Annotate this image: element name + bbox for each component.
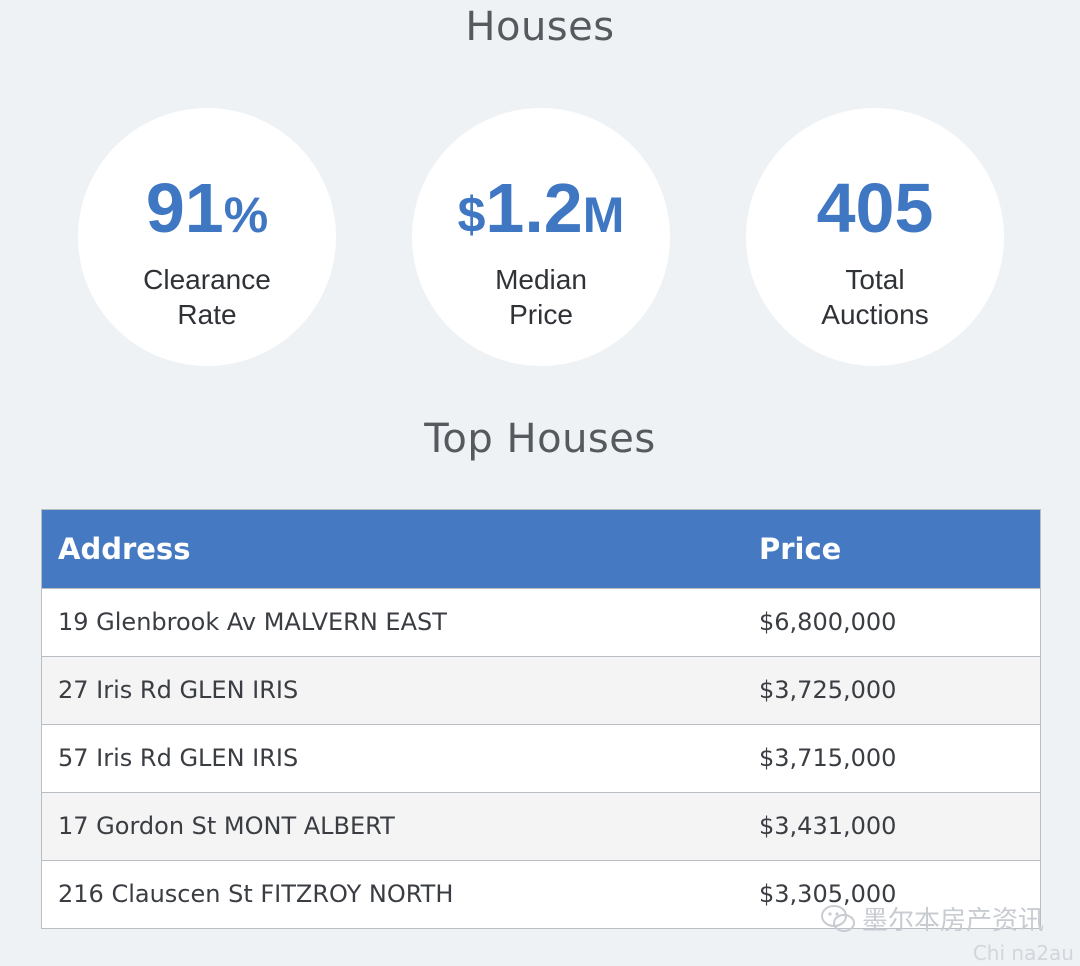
median-price-stat: $1.2M Median Price (412, 108, 670, 366)
price-cell: $3,715,000 (759, 744, 897, 772)
median-price-number: 1.2 (485, 169, 583, 247)
top-houses-title: Top Houses (424, 416, 656, 462)
total-auctions-stat: 405 Total Auctions (746, 108, 1004, 366)
total-auctions-value: 405 (746, 170, 1004, 246)
clearance-rate-stat: 91% Clearance Rate (78, 108, 336, 366)
price-cell: $6,800,000 (759, 608, 897, 636)
total-auctions-label: Total Auctions (746, 262, 1004, 332)
price-cell: $3,305,000 (759, 880, 897, 908)
clearance-rate-label-line2: Rate (177, 299, 237, 330)
watermark-subtext: Chi na2au (972, 941, 1074, 965)
top-houses-table: Address Price 19 Glenbrook Av MALVERN EA… (41, 509, 1041, 929)
table-row: 19 Glenbrook Av MALVERN EAST $6,800,000 (42, 588, 1040, 656)
table-row: 216 Clauscen St FITZROY NORTH $3,305,000 (42, 860, 1040, 928)
price-cell: $3,431,000 (759, 812, 897, 840)
price-column-header: Price (759, 532, 842, 566)
table-row: 17 Gordon St MONT ALBERT $3,431,000 (42, 792, 1040, 860)
clearance-rate-number: 91 (145, 169, 224, 247)
address-column-header: Address (58, 532, 191, 566)
median-price-unit: M (582, 187, 625, 243)
address-cell: 17 Gordon St MONT ALBERT (58, 812, 395, 840)
median-price-prefix: $ (457, 187, 486, 243)
price-cell: $3,725,000 (759, 676, 897, 704)
wechat-icon (820, 904, 856, 934)
address-cell: 27 Iris Rd GLEN IRIS (58, 676, 299, 704)
address-cell: 216 Clauscen St FITZROY NORTH (58, 880, 454, 908)
table-row: 57 Iris Rd GLEN IRIS $3,715,000 (42, 724, 1040, 792)
table-header: Address Price (42, 510, 1040, 588)
watermark-text: 墨尔本房产资讯 (861, 906, 1044, 936)
median-price-label: Median Price (412, 262, 670, 332)
total-auctions-label-line2: Auctions (821, 299, 929, 330)
table-row: 27 Iris Rd GLEN IRIS $3,725,000 (42, 656, 1040, 724)
median-price-label-line1: Median (495, 264, 587, 295)
clearance-rate-label: Clearance Rate (78, 262, 336, 332)
total-auctions-label-line1: Total (845, 264, 905, 295)
clearance-rate-unit: % (223, 187, 269, 243)
total-auctions-number: 405 (816, 169, 934, 247)
median-price-label-line2: Price (509, 299, 573, 330)
address-cell: 57 Iris Rd GLEN IRIS (58, 744, 299, 772)
houses-title: Houses (465, 4, 615, 50)
median-price-value: $1.2M (412, 170, 670, 253)
watermark: 墨尔本房产资讯 (820, 900, 1044, 937)
address-cell: 19 Glenbrook Av MALVERN EAST (58, 608, 447, 636)
clearance-rate-label-line1: Clearance (143, 264, 271, 295)
clearance-rate-value: 91% (78, 170, 336, 253)
